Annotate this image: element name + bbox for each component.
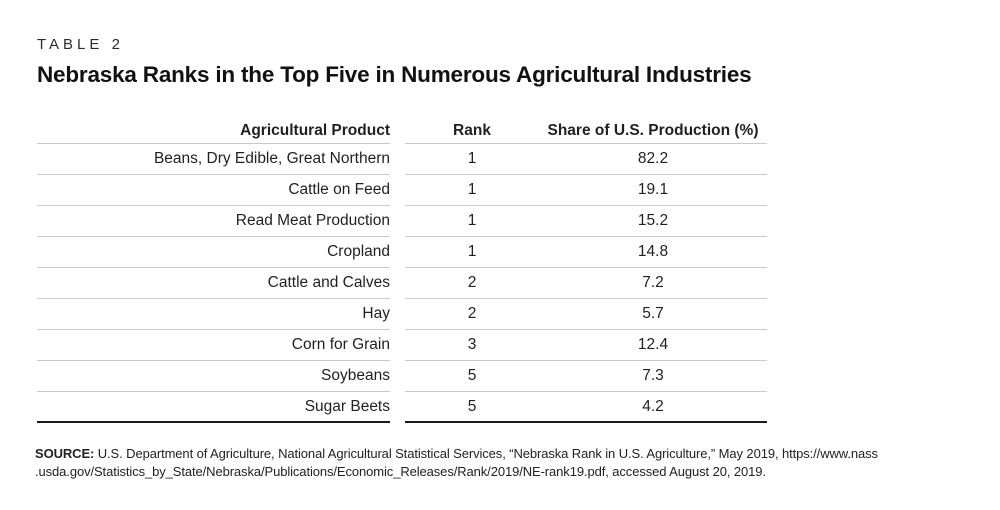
cell-product: Soybeans	[37, 361, 390, 392]
cell-rank: 5	[467, 367, 477, 384]
table-row: Hay 2 5.7	[37, 299, 767, 330]
cell-product: Cattle and Calves	[37, 268, 390, 299]
header-rank: Rank	[453, 121, 491, 139]
column-gap	[390, 330, 405, 361]
cell-rank: 2	[467, 305, 477, 322]
cell-product: Corn for Grain	[37, 330, 390, 361]
table-row: Cattle and Calves 2 7.2	[37, 268, 767, 299]
table-row: Corn for Grain 3 12.4	[37, 330, 767, 361]
column-gap	[390, 392, 405, 423]
cell-product: Cropland	[37, 237, 390, 268]
agricultural-rank-table: Agricultural Product Rank Share of U.S. …	[37, 118, 767, 423]
cell-product: Read Meat Production	[37, 206, 390, 237]
cell-share: 19.1	[637, 181, 669, 198]
cell-product: Sugar Beets	[37, 392, 390, 423]
cell-share: 7.2	[642, 274, 664, 291]
column-gap	[390, 268, 405, 299]
header-agricultural-product: Agricultural Product	[37, 118, 390, 144]
table-row: Cattle on Feed 1 19.1	[37, 175, 767, 206]
cell-share: 12.4	[637, 336, 669, 353]
source-note: SOURCE: U.S. Department of Agriculture, …	[35, 445, 1000, 480]
table-row: Read Meat Production 1 15.2	[37, 206, 767, 237]
cell-rank: 1	[467, 150, 477, 167]
source-label: SOURCE:	[35, 446, 95, 461]
cell-rank: 2	[467, 274, 477, 291]
column-gap	[390, 361, 405, 392]
cell-rank: 1	[467, 181, 477, 198]
source-line-1: SOURCE: U.S. Department of Agriculture, …	[35, 445, 1000, 463]
column-gap	[390, 118, 405, 144]
column-gap	[390, 237, 405, 268]
column-gap	[390, 299, 405, 330]
cell-share: 14.8	[637, 243, 669, 260]
source-text-1: U.S. Department of Agriculture, National…	[94, 446, 878, 461]
table-row: Beans, Dry Edible, Great Northern 1 82.2	[37, 144, 767, 175]
cell-share: 15.2	[637, 212, 669, 229]
cell-share: 82.2	[637, 150, 669, 167]
column-gap	[390, 175, 405, 206]
cell-share: 5.7	[642, 305, 664, 322]
cell-share: 4.2	[642, 397, 664, 415]
table-header-row: Agricultural Product Rank Share of U.S. …	[37, 118, 767, 144]
cell-rank: 3	[467, 336, 477, 353]
column-gap	[390, 144, 405, 175]
table-figure: TABLE 2 Nebraska Ranks in the Top Five i…	[35, 36, 1000, 480]
source-line-2: .usda.gov/Statistics_by_State/Nebraska/P…	[35, 463, 766, 479]
cell-rank: 1	[467, 212, 477, 229]
table-title: Nebraska Ranks in the Top Five in Numero…	[37, 62, 752, 87]
cell-product: Cattle on Feed	[37, 175, 390, 206]
table-row: Sugar Beets 5 4.2	[37, 392, 767, 423]
cell-share: 7.3	[642, 367, 664, 384]
cell-rank: 1	[467, 243, 477, 260]
cell-product: Beans, Dry Edible, Great Northern	[37, 144, 390, 175]
table-row: Soybeans 5 7.3	[37, 361, 767, 392]
table-label: TABLE 2	[37, 36, 124, 53]
column-gap	[390, 206, 405, 237]
header-share: Share of U.S. Production (%)	[547, 121, 759, 139]
cell-rank: 5	[467, 397, 477, 415]
table-row: Cropland 1 14.8	[37, 237, 767, 268]
cell-product: Hay	[37, 299, 390, 330]
